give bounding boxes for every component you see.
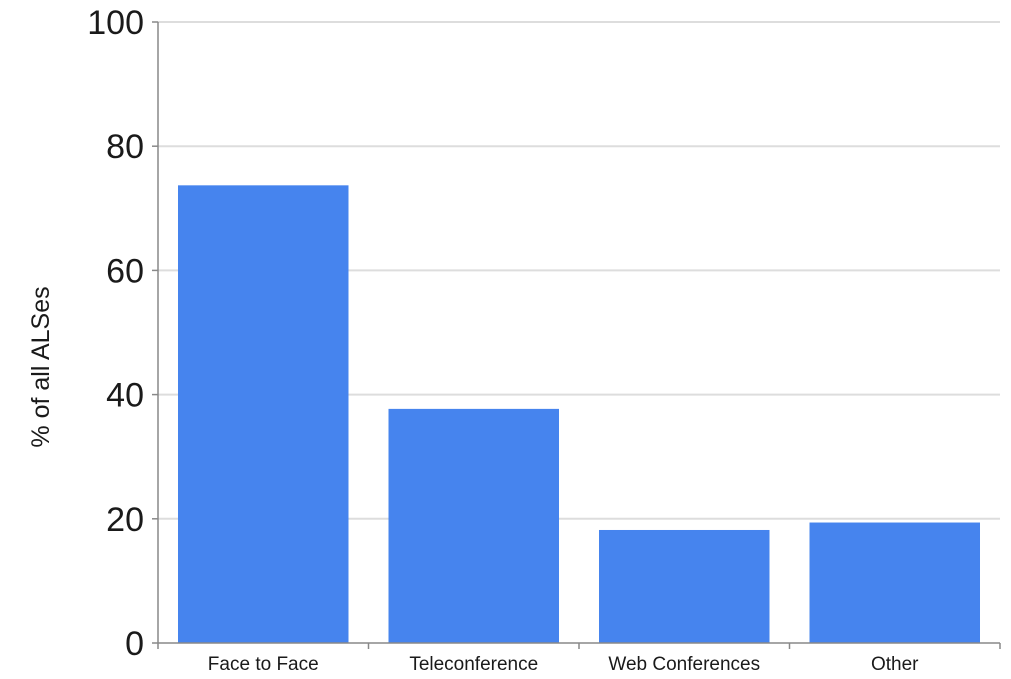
y-tick-label: 100 xyxy=(87,4,144,42)
bar xyxy=(809,522,981,643)
x-tick-label: Face to Face xyxy=(208,654,319,674)
y-tick-label: 80 xyxy=(106,128,144,166)
y-tick-labels: 0 20 40 60 80 100 xyxy=(87,4,144,663)
y-tick-label: 60 xyxy=(106,252,144,290)
axes xyxy=(152,21,1001,649)
bar xyxy=(598,529,770,643)
x-tick-label: Teleconference xyxy=(409,654,538,674)
y-tick-label: 0 xyxy=(125,625,144,663)
bar xyxy=(177,185,349,643)
x-tick-labels: Face to Face Teleconference Web Conference… xyxy=(208,654,919,675)
y-axis-title: % of all ALSes xyxy=(27,286,55,447)
bars xyxy=(177,185,981,643)
x-tick-label: Other xyxy=(871,654,919,674)
x-tick-label: Web Conferences xyxy=(608,654,760,674)
bar xyxy=(388,408,560,643)
y-tick-label: 20 xyxy=(106,501,144,539)
y-tick-label: 40 xyxy=(106,377,144,415)
